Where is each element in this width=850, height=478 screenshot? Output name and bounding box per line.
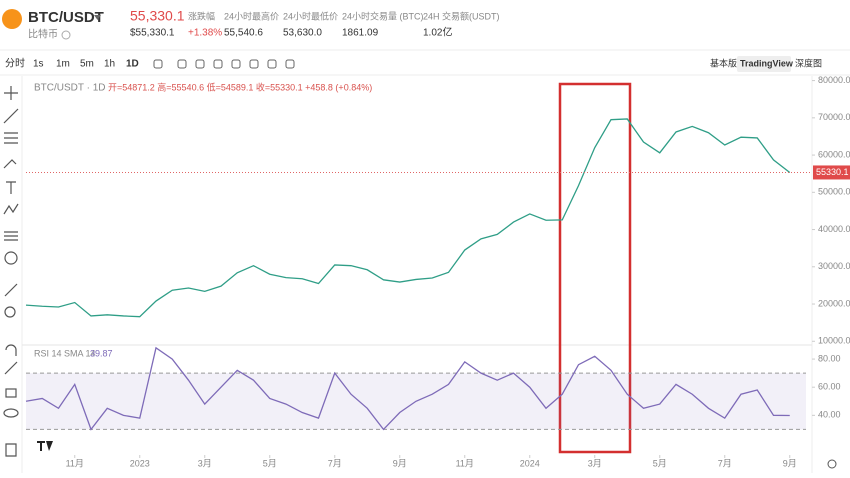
interval[interactable]: 1s bbox=[33, 59, 44, 70]
stat-value: 53,630.0 bbox=[283, 28, 322, 39]
stat-value: 1.02亿 bbox=[423, 26, 452, 39]
last-price-tag bbox=[813, 165, 850, 180]
stat-value: 1861.09 bbox=[342, 28, 379, 39]
tool-icon[interactable] bbox=[267, 59, 277, 69]
x-tick-label: 3月 bbox=[198, 458, 212, 468]
interval[interactable]: 1D bbox=[126, 59, 139, 70]
ohlc: 开=54871.2 高=55540.6 低=54589.1 收=55330.1 … bbox=[108, 81, 372, 92]
tool-icon[interactable] bbox=[249, 59, 259, 69]
interval[interactable]: 分时 bbox=[5, 58, 25, 70]
series-line bbox=[25, 118, 791, 318]
coin-name: 比特币 bbox=[28, 29, 58, 41]
interval[interactable]: 5m bbox=[80, 59, 94, 70]
y-tick-label: 10000.0 bbox=[818, 336, 850, 346]
y-tick-label: 50000.0 bbox=[818, 187, 850, 197]
x-tick-label: 11月 bbox=[66, 458, 84, 468]
stat-label: 24小时交易量 (BTC) bbox=[342, 10, 424, 21]
drawing-tools[interactable] bbox=[3, 86, 19, 457]
dropdown[interactable] bbox=[94, 15, 101, 20]
rsi-title: RSI 14 SMA 14 bbox=[34, 348, 96, 358]
tool-icon[interactable] bbox=[177, 59, 187, 69]
stat-value: 55,540.6 bbox=[224, 28, 263, 39]
x-tick-label: 2024 bbox=[520, 458, 540, 468]
y-tick-label: 70000.0 bbox=[818, 112, 850, 122]
x-tick-label: 7月 bbox=[718, 458, 732, 468]
y-tick-label: 80000.0 bbox=[818, 75, 850, 85]
info-icon[interactable] bbox=[61, 30, 71, 40]
interval[interactable]: 1m bbox=[56, 59, 70, 70]
stat-label: 涨跌幅 bbox=[188, 10, 215, 21]
y-tick-label: 60.00 bbox=[818, 382, 841, 392]
y-tick-label: 30000.0 bbox=[818, 261, 850, 271]
x-tick-label: 5月 bbox=[653, 458, 667, 468]
y-tick-label: 60000.0 bbox=[818, 149, 850, 159]
stat-label: 24H 交易额(USDT) bbox=[423, 10, 500, 21]
chart-title: BTC/USDT · 1D bbox=[34, 83, 106, 94]
tv-logo bbox=[37, 441, 53, 451]
symbol[interactable]: BTC/USDT bbox=[28, 9, 104, 26]
view-tab[interactable]: 深度图 bbox=[795, 57, 822, 68]
x-tick-label: 3月 bbox=[588, 458, 602, 468]
settings-icon[interactable] bbox=[827, 459, 837, 469]
view-tab[interactable]: 基本版 bbox=[710, 57, 737, 68]
stat-label: 24小时最高价 bbox=[224, 10, 279, 21]
tool-icon[interactable] bbox=[285, 59, 295, 69]
x-tick-label: 11月 bbox=[456, 458, 474, 468]
tool-icon[interactable] bbox=[153, 59, 163, 69]
y-tick-label: 20000.0 bbox=[818, 298, 850, 308]
x-tick-label: 2023 bbox=[130, 458, 150, 468]
active-view bbox=[737, 56, 791, 72]
last-price: 55330.1 bbox=[816, 167, 849, 177]
tool-icon[interactable] bbox=[195, 59, 205, 69]
y-tick-label: 40.00 bbox=[818, 410, 841, 420]
tool-icon[interactable] bbox=[231, 59, 241, 69]
rsi-value: 39.87 bbox=[90, 348, 113, 358]
x-tick-label: 7月 bbox=[328, 458, 342, 468]
x-tick-label: 9月 bbox=[783, 458, 797, 468]
stat-value: +1.38% bbox=[188, 28, 222, 39]
x-tick-label: 5月 bbox=[263, 458, 277, 468]
y-tick-label: 80.00 bbox=[818, 353, 841, 363]
price-usd: $55,330.1 bbox=[130, 28, 175, 39]
price: 55,330.1 bbox=[130, 8, 185, 24]
y-tick-label: 40000.0 bbox=[818, 224, 850, 234]
stat-label: 24小时最低价 bbox=[283, 10, 338, 21]
interval[interactable]: 1h bbox=[104, 59, 115, 70]
tool-icon[interactable] bbox=[213, 59, 223, 69]
x-tick-label: 9月 bbox=[393, 458, 407, 468]
view-tab[interactable]: TradingView bbox=[740, 58, 794, 68]
series-line bbox=[25, 346, 790, 431]
coin-icon bbox=[2, 9, 22, 29]
highlight-box bbox=[558, 82, 632, 454]
